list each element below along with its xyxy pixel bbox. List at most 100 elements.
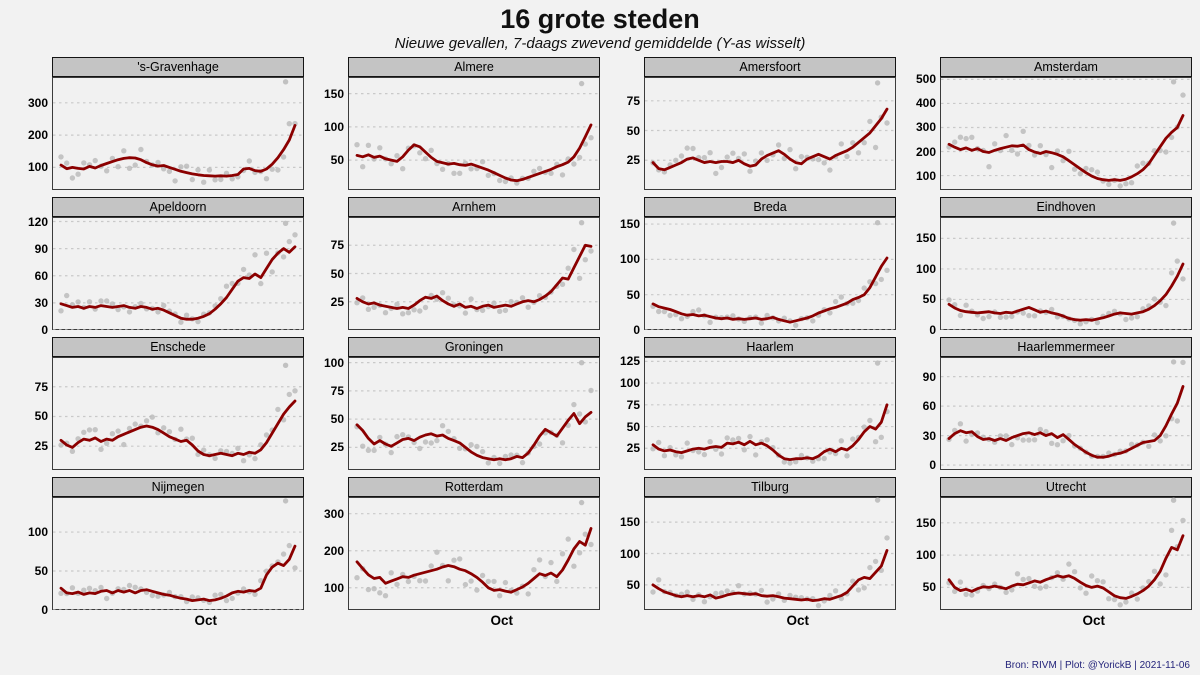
daily-case-point: [445, 428, 451, 435]
plot-background: [348, 77, 600, 190]
panel-plot-amersfoort: [644, 77, 896, 190]
daily-case-point: [365, 142, 372, 148]
y-tick-label: 100: [323, 119, 344, 134]
daily-case-point: [667, 312, 673, 319]
daily-case-point: [764, 157, 770, 164]
daily-case-point: [69, 448, 76, 454]
daily-case-point: [98, 446, 104, 452]
daily-case-point: [1037, 426, 1043, 433]
y-tick-label: 200: [323, 543, 344, 558]
daily-case-point-max: [282, 220, 289, 226]
daily-case-point: [86, 585, 93, 591]
daily-case-point: [582, 141, 588, 147]
daily-case-point: [1128, 180, 1135, 186]
daily-case-point: [1077, 585, 1083, 591]
daily-case-point: [195, 318, 201, 325]
daily-case-point: [559, 172, 566, 178]
daily-case-point: [678, 454, 685, 460]
daily-case-point: [571, 161, 577, 167]
daily-case-point: [252, 591, 258, 597]
daily-case-point: [252, 455, 258, 462]
panel-plot-nijmegen: [52, 497, 304, 610]
plot-background: [52, 357, 304, 470]
y-tick-label: 125: [619, 354, 640, 369]
daily-case-point: [525, 304, 531, 310]
daily-case-point: [69, 175, 76, 181]
daily-case-point: [474, 443, 480, 450]
daily-case-point: [1043, 583, 1049, 590]
daily-case-point: [434, 437, 440, 444]
daily-case-point: [735, 435, 742, 442]
daily-case-point: [497, 460, 503, 467]
daily-case-point: [360, 295, 366, 301]
daily-case-point: [508, 452, 514, 458]
daily-case-point: [161, 425, 167, 431]
plot-background: [940, 217, 1192, 330]
daily-case-point: [178, 319, 184, 325]
daily-case-point: [701, 451, 708, 458]
daily-case-point: [986, 164, 992, 170]
daily-case-point: [172, 178, 178, 184]
daily-case-point: [758, 587, 765, 594]
daily-case-point: [1009, 147, 1015, 154]
daily-case-point: [1163, 302, 1169, 309]
x-axis-label-col-3: Oct: [600, 610, 896, 634]
daily-case-point: [588, 135, 594, 141]
daily-case-point: [86, 427, 93, 433]
daily-case-point: [354, 300, 360, 306]
plot-background: [52, 77, 304, 190]
moving-average-line: [355, 411, 593, 462]
y-tick-label: 0: [41, 323, 48, 337]
daily-case-point: [1151, 432, 1158, 438]
moving-average-line: [59, 544, 297, 602]
panel-plot-almere: [348, 77, 600, 190]
moving-average-line: [947, 534, 1185, 600]
daily-case-point: [1031, 437, 1038, 443]
daily-case-point: [218, 296, 224, 302]
daily-case-point: [770, 596, 776, 602]
daily-case-point: [377, 145, 383, 151]
daily-case-point: [92, 427, 98, 433]
daily-case-point: [1174, 258, 1180, 264]
daily-case-point: [758, 150, 765, 156]
daily-case-point: [735, 583, 742, 589]
y-tick-label: 25: [626, 441, 640, 456]
daily-case-point: [827, 592, 833, 599]
daily-case-point: [810, 318, 816, 324]
daily-case-point: [109, 301, 116, 307]
daily-case-point: [502, 178, 509, 185]
y-tick-label: 100: [619, 252, 640, 267]
y-tick-label: 100: [323, 355, 344, 370]
daily-case-point: [690, 596, 696, 603]
daily-case-point: [104, 595, 110, 602]
daily-case-point: [1037, 585, 1043, 591]
daily-case-point: [969, 592, 975, 598]
daily-case-point: [1066, 561, 1072, 567]
daily-case-point: [479, 159, 486, 165]
daily-case-point: [400, 432, 406, 438]
moving-average-line: [947, 385, 1185, 459]
plot-background: [940, 497, 1192, 610]
daily-case-point: [1009, 587, 1015, 593]
daily-case-point-max: [578, 360, 585, 366]
daily-case-point: [536, 165, 543, 172]
daily-case-point: [132, 421, 138, 427]
daily-case-point: [855, 150, 862, 156]
daily-case-point: [559, 281, 566, 287]
daily-case-point: [58, 590, 64, 596]
daily-case-point: [690, 308, 696, 315]
daily-case-point: [554, 578, 560, 585]
daily-case-point: [696, 307, 702, 313]
daily-case-point: [997, 314, 1004, 320]
daily-case-point: [741, 447, 747, 453]
daily-case-point: [850, 436, 856, 442]
daily-case-point: [764, 599, 770, 605]
y-tick-label: 30: [922, 428, 936, 443]
daily-case-point: [957, 312, 964, 319]
page-subtitle: Nieuwe gevallen, 7-daags zwevend gemidde…: [394, 35, 806, 52]
daily-case-point-max: [282, 362, 289, 368]
y-tick-label: 0: [633, 323, 640, 337]
daily-case-point: [491, 300, 497, 306]
daily-case-point: [451, 557, 457, 563]
moving-average-line: [59, 124, 297, 178]
